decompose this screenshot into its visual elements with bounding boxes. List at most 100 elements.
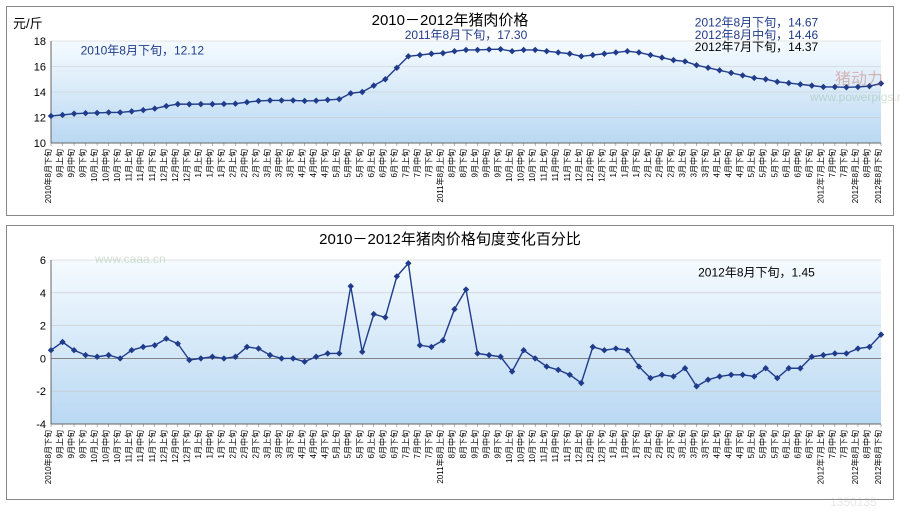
svg-text:7月中旬: 7月中旬	[412, 430, 422, 458]
svg-text:-2: -2	[36, 386, 46, 398]
svg-text:5月中旬: 5月中旬	[343, 149, 353, 177]
svg-text:3月上旬: 3月上旬	[262, 149, 272, 177]
svg-text:2012年8月下旬: 2012年8月下旬	[873, 430, 883, 484]
svg-text:9月上旬: 9月上旬	[470, 149, 480, 177]
svg-text:2月中旬: 2月中旬	[239, 149, 249, 177]
svg-text:5月上旬: 5月上旬	[746, 430, 756, 458]
svg-text:10月上旬: 10月上旬	[504, 149, 514, 182]
svg-text:1月下旬: 1月下旬	[631, 149, 641, 177]
svg-text:6月中旬: 6月中旬	[377, 430, 387, 458]
svg-text:9月上旬: 9月上旬	[55, 149, 65, 177]
svg-text:2011年8月下旬，17.30: 2011年8月下旬，17.30	[405, 28, 528, 42]
svg-text:12月下旬: 12月下旬	[596, 430, 606, 463]
svg-text:3月中旬: 3月中旬	[689, 430, 699, 458]
svg-text:2月下旬: 2月下旬	[666, 149, 676, 177]
svg-text:2月下旬: 2月下旬	[251, 430, 261, 458]
svg-text:4: 4	[40, 288, 46, 300]
svg-text:6月下旬: 6月下旬	[389, 430, 399, 458]
svg-text:9月下旬: 9月下旬	[493, 430, 503, 458]
svg-text:1月下旬: 1月下旬	[216, 149, 226, 177]
svg-text:2月上旬: 2月上旬	[227, 149, 237, 177]
svg-text:2010年8月下旬: 2010年8月下旬	[43, 149, 53, 203]
svg-text:9月上旬: 9月上旬	[470, 430, 480, 458]
svg-text:1月中旬: 1月中旬	[619, 149, 629, 177]
svg-text:11月中旬: 11月中旬	[550, 430, 560, 462]
svg-text:0: 0	[40, 353, 46, 365]
svg-text:10月下旬: 10月下旬	[112, 430, 122, 463]
svg-text:2月中旬: 2月中旬	[654, 149, 664, 177]
svg-text:4月下旬: 4月下旬	[320, 149, 330, 177]
svg-text:1月中旬: 1月中旬	[619, 430, 629, 458]
svg-text:10月上旬: 10月上旬	[89, 149, 99, 182]
svg-text:7月中旬: 7月中旬	[827, 149, 837, 177]
svg-text:11月中旬: 11月中旬	[135, 430, 145, 462]
chart2-plot: -4-202462010年8月下旬9月上旬9月中旬9月下旬10月上旬10月中旬1…	[7, 230, 891, 498]
svg-text:3月中旬: 3月中旬	[274, 430, 284, 458]
svg-text:1月上旬: 1月上旬	[193, 430, 203, 458]
svg-text:4月上旬: 4月上旬	[712, 149, 722, 177]
svg-text:10月上旬: 10月上旬	[504, 430, 514, 463]
svg-text:12月上旬: 12月上旬	[573, 430, 583, 463]
svg-text:4月下旬: 4月下旬	[735, 149, 745, 177]
svg-text:12月上旬: 12月上旬	[573, 149, 583, 182]
svg-text:5月上旬: 5月上旬	[746, 149, 756, 177]
svg-text:10月下旬: 10月下旬	[112, 149, 122, 182]
svg-text:11月上旬: 11月上旬	[124, 430, 134, 462]
svg-text:4月下旬: 4月下旬	[320, 430, 330, 458]
svg-text:5月下旬: 5月下旬	[769, 149, 779, 177]
svg-text:4月中旬: 4月中旬	[308, 430, 318, 458]
svg-text:10月下旬: 10月下旬	[527, 430, 537, 463]
svg-text:6月下旬: 6月下旬	[804, 430, 814, 458]
svg-text:6月下旬: 6月下旬	[804, 149, 814, 177]
svg-text:2月下旬: 2月下旬	[251, 149, 261, 177]
svg-text:4月中旬: 4月中旬	[308, 149, 318, 177]
svg-text:4月下旬: 4月下旬	[735, 430, 745, 458]
svg-text:5月上旬: 5月上旬	[331, 430, 341, 458]
svg-text:10月中旬: 10月中旬	[516, 430, 526, 463]
svg-text:7月上旬: 7月上旬	[400, 149, 410, 177]
svg-text:2011年8月上旬: 2011年8月上旬	[435, 430, 445, 484]
svg-text:11月中旬: 11月中旬	[550, 149, 560, 181]
svg-text:10月中旬: 10月中旬	[101, 149, 111, 182]
svg-text:7月上旬: 7月上旬	[400, 430, 410, 458]
svg-text:1月下旬: 1月下旬	[631, 430, 641, 458]
svg-text:3月中旬: 3月中旬	[689, 149, 699, 177]
svg-text:11月下旬: 11月下旬	[562, 149, 572, 181]
svg-text:7月中旬: 7月中旬	[412, 149, 422, 177]
svg-text:1月中旬: 1月中旬	[204, 430, 214, 458]
svg-text:2012年8月下旬: 2012年8月下旬	[873, 149, 883, 203]
svg-text:6月中旬: 6月中旬	[792, 149, 802, 177]
svg-text:10月下旬: 10月下旬	[527, 149, 537, 182]
svg-text:7月下旬: 7月下旬	[838, 149, 848, 177]
svg-text:7月中旬: 7月中旬	[827, 430, 837, 458]
svg-text:4月上旬: 4月上旬	[297, 430, 307, 458]
svg-text:2: 2	[40, 321, 46, 333]
svg-text:12: 12	[34, 113, 46, 125]
svg-text:2012年8月下旬，1.45: 2012年8月下旬，1.45	[698, 265, 815, 279]
svg-text:2012年8月上旬: 2012年8月上旬	[850, 430, 860, 484]
svg-text:1月上旬: 1月上旬	[193, 149, 203, 177]
svg-text:12月下旬: 12月下旬	[181, 149, 191, 182]
svg-text:9月上旬: 9月上旬	[55, 430, 65, 458]
svg-text:9月中旬: 9月中旬	[481, 149, 491, 177]
svg-text:8月中旬: 8月中旬	[446, 149, 456, 177]
svg-text:6月中旬: 6月中旬	[377, 149, 387, 177]
svg-text:6月上旬: 6月上旬	[781, 149, 791, 177]
svg-text:-4: -4	[36, 419, 46, 431]
svg-text:12月下旬: 12月下旬	[596, 149, 606, 182]
svg-text:2012年7月上旬: 2012年7月上旬	[815, 149, 825, 203]
svg-text:2010年8月下旬，12.12: 2010年8月下旬，12.12	[81, 43, 205, 57]
svg-text:11月上旬: 11月上旬	[539, 430, 549, 462]
svg-text:8月中旬: 8月中旬	[861, 430, 871, 458]
svg-text:7月下旬: 7月下旬	[838, 430, 848, 458]
svg-text:9月下旬: 9月下旬	[78, 430, 88, 458]
svg-text:9月下旬: 9月下旬	[493, 149, 503, 177]
svg-text:3月下旬: 3月下旬	[285, 430, 295, 458]
svg-text:5月下旬: 5月下旬	[354, 430, 364, 458]
svg-text:14: 14	[34, 87, 46, 99]
svg-text:1月中旬: 1月中旬	[204, 149, 214, 177]
svg-text:16: 16	[34, 62, 46, 74]
svg-text:12月中旬: 12月中旬	[170, 149, 180, 182]
svg-text:6: 6	[40, 255, 46, 267]
svg-text:11月上旬: 11月上旬	[124, 149, 134, 181]
